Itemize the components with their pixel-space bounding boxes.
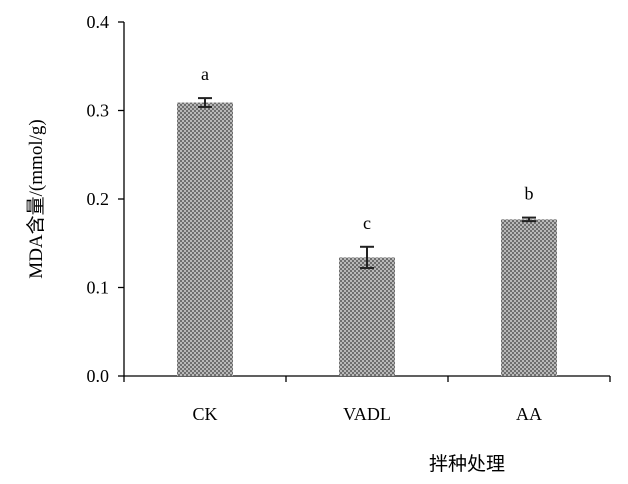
significance-letter: c xyxy=(363,213,371,233)
bar xyxy=(339,257,395,376)
bars xyxy=(177,97,557,376)
significance-letter: b xyxy=(525,184,534,204)
y-tick-label: 0.2 xyxy=(87,189,110,209)
y-tick-label: 0.1 xyxy=(87,278,110,298)
y-axis-title: MDA含量/(mmol/g) xyxy=(25,119,47,278)
significance-letter: a xyxy=(201,64,209,84)
labels: 0.0 0.1 0.2 0.3 0.4 a CK c VADL b AA 拌种处理 MDA含量/(mmo… xyxy=(25,12,542,475)
x-tick-label: AA xyxy=(516,404,542,424)
y-tick-label: 0.4 xyxy=(87,12,110,32)
bar xyxy=(501,219,557,376)
y-tick-label: 0.3 xyxy=(87,101,110,121)
x-tick-label: VADL xyxy=(343,404,391,424)
bar xyxy=(177,102,233,376)
x-axis-title: 拌种处理 xyxy=(429,453,505,475)
y-tick-label: 0.0 xyxy=(87,366,110,386)
x-tick-label: CK xyxy=(192,404,217,424)
